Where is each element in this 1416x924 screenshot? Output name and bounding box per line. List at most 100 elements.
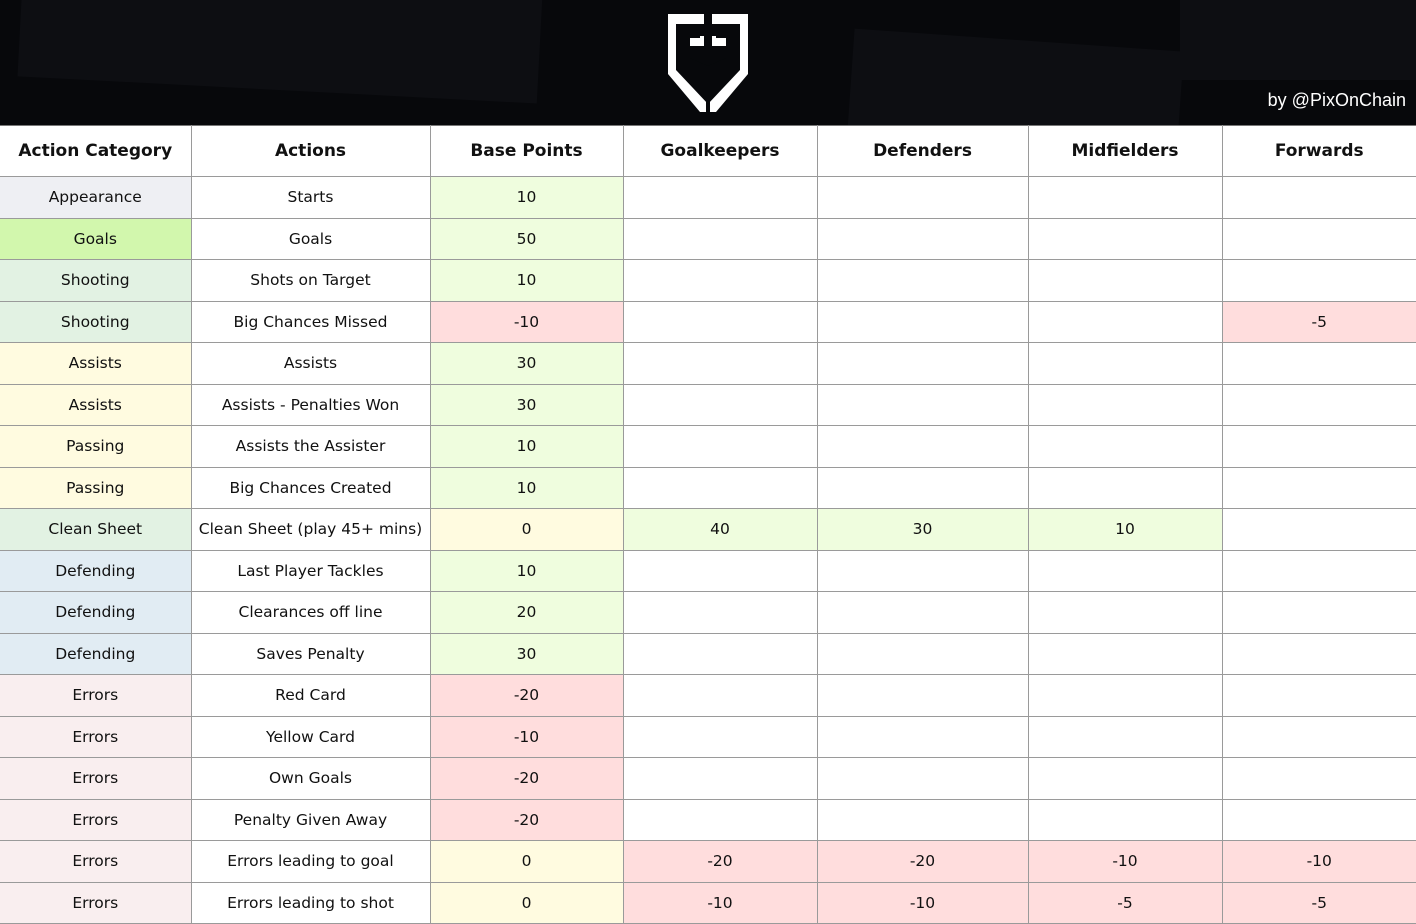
table-row: Passing Assists the Assister 10 — [0, 425, 1416, 468]
action-cell: Errors leading to goal — [190, 840, 431, 883]
defenders-cell — [816, 798, 1029, 841]
column-header: Forwards — [1221, 125, 1416, 177]
category-cell: Assists — [0, 383, 192, 426]
midfielders-cell — [1027, 383, 1223, 426]
base-points-cell: 0 — [429, 508, 624, 551]
action-cell: Big Chances Missed — [190, 300, 431, 343]
category-cell: Shooting — [0, 300, 192, 343]
table-row: Errors Errors leading to shot 0 -10 -10 -5 -5 — [0, 881, 1416, 924]
defenders-cell — [816, 591, 1029, 634]
forwards-cell — [1221, 674, 1416, 717]
base-points-cell: 30 — [429, 632, 624, 675]
table-row: Errors Red Card -20 — [0, 674, 1416, 717]
forwards-cell — [1221, 715, 1416, 758]
defenders-cell — [816, 259, 1029, 302]
forwards-cell — [1221, 176, 1416, 219]
background-shape — [1180, 0, 1416, 80]
table-row: Appearance Starts 10 — [0, 176, 1416, 219]
base-points-cell: -20 — [429, 798, 624, 841]
action-cell: Assists - Penalties Won — [190, 383, 431, 426]
goalkeepers-cell — [622, 217, 818, 260]
background-shape — [17, 0, 543, 104]
goalkeepers-cell — [622, 591, 818, 634]
action-cell: Assists the Assister — [190, 425, 431, 468]
midfielders-cell — [1027, 342, 1223, 385]
midfielders-cell — [1027, 425, 1223, 468]
column-header: Actions — [190, 125, 431, 177]
midfielders-cell: -5 — [1027, 881, 1223, 924]
defenders-cell: 30 — [816, 508, 1029, 551]
action-cell: Yellow Card — [190, 715, 431, 758]
goalkeepers-cell — [622, 176, 818, 219]
category-cell: Errors — [0, 881, 192, 924]
category-cell: Errors — [0, 840, 192, 883]
credit-text: by @PixOnChain — [1267, 90, 1406, 110]
column-header: Defenders — [816, 125, 1029, 177]
column-header: Action Category — [0, 125, 192, 177]
background-shape — [846, 28, 1184, 125]
forwards-cell: -5 — [1221, 300, 1416, 343]
forwards-cell: -10 — [1221, 840, 1416, 883]
action-cell: Last Player Tackles — [190, 549, 431, 592]
table-row: Errors Errors leading to goal 0 -20 -20 -10 -1… — [0, 840, 1416, 883]
goalkeepers-cell: -20 — [622, 840, 818, 883]
midfielders-cell — [1027, 674, 1223, 717]
defenders-cell — [816, 549, 1029, 592]
scoring-table: Action Category Actions Base Points Goalkee… — [0, 125, 1416, 924]
base-points-cell: -20 — [429, 757, 624, 800]
base-points-cell: 20 — [429, 591, 624, 634]
goalkeepers-cell — [622, 715, 818, 758]
forwards-cell — [1221, 383, 1416, 426]
base-points-cell: 10 — [429, 549, 624, 592]
category-cell: Passing — [0, 425, 192, 468]
base-points-cell: 30 — [429, 383, 624, 426]
midfielders-cell — [1027, 798, 1223, 841]
defenders-cell — [816, 383, 1029, 426]
table-row: Defending Clearances off line 20 — [0, 591, 1416, 634]
action-cell: Goals — [190, 217, 431, 260]
column-header: Base Points — [429, 125, 624, 177]
column-header: Midfielders — [1027, 125, 1223, 177]
table-row: Errors Penalty Given Away -20 — [0, 798, 1416, 841]
base-points-cell: 30 — [429, 342, 624, 385]
midfielders-cell — [1027, 300, 1223, 343]
category-cell: Passing — [0, 466, 192, 509]
goalkeepers-cell: -10 — [622, 881, 818, 924]
midfielders-cell — [1027, 632, 1223, 675]
table-row: Defending Last Player Tackles 10 — [0, 549, 1416, 592]
defenders-cell — [816, 342, 1029, 385]
defenders-cell — [816, 715, 1029, 758]
table-row: Clean Sheet Clean Sheet (play 45+ mins) 0 4… — [0, 508, 1416, 551]
base-points-cell: -10 — [429, 715, 624, 758]
forwards-cell — [1221, 425, 1416, 468]
defenders-cell — [816, 425, 1029, 468]
forwards-cell — [1221, 259, 1416, 302]
base-points-cell: 10 — [429, 176, 624, 219]
base-points-cell: -20 — [429, 674, 624, 717]
action-cell: Clearances off line — [190, 591, 431, 634]
category-cell: Assists — [0, 342, 192, 385]
base-points-cell: -10 — [429, 300, 624, 343]
forwards-cell — [1221, 591, 1416, 634]
action-cell: Clean Sheet (play 45+ mins) — [190, 508, 431, 551]
category-cell: Goals — [0, 217, 192, 260]
goalkeepers-cell: 40 — [622, 508, 818, 551]
forwards-cell — [1221, 757, 1416, 800]
base-points-cell: 0 — [429, 881, 624, 924]
action-cell: Big Chances Created — [190, 466, 431, 509]
defenders-cell — [816, 632, 1029, 675]
category-cell: Defending — [0, 632, 192, 675]
table-row: Errors Own Goals -20 — [0, 757, 1416, 800]
defenders-cell — [816, 757, 1029, 800]
defenders-cell: -20 — [816, 840, 1029, 883]
table-row: Shooting Big Chances Missed -10 -5 — [0, 300, 1416, 343]
category-cell: Defending — [0, 549, 192, 592]
base-points-cell: 10 — [429, 425, 624, 468]
defenders-cell — [816, 300, 1029, 343]
goalkeepers-cell — [622, 674, 818, 717]
midfielders-cell — [1027, 549, 1223, 592]
base-points-cell: 0 — [429, 840, 624, 883]
category-cell: Errors — [0, 798, 192, 841]
base-points-cell: 50 — [429, 217, 624, 260]
table-row: Shooting Shots on Target 10 — [0, 259, 1416, 302]
